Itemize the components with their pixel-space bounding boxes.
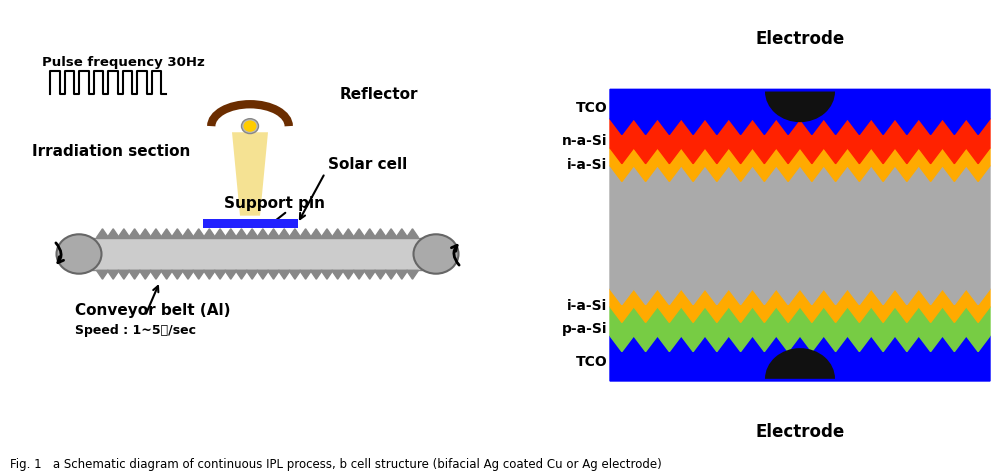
Polygon shape xyxy=(610,119,990,164)
Polygon shape xyxy=(232,132,268,216)
Polygon shape xyxy=(161,229,173,238)
Text: Support pin: Support pin xyxy=(224,196,326,211)
Polygon shape xyxy=(310,270,322,279)
Polygon shape xyxy=(332,270,344,279)
Polygon shape xyxy=(139,270,151,279)
Polygon shape xyxy=(300,270,312,279)
Polygon shape xyxy=(214,229,226,238)
Polygon shape xyxy=(268,229,280,238)
Polygon shape xyxy=(171,270,183,279)
Polygon shape xyxy=(289,229,301,238)
Polygon shape xyxy=(96,229,108,238)
Text: p-a-Si: p-a-Si xyxy=(562,322,608,336)
Polygon shape xyxy=(278,270,290,279)
Polygon shape xyxy=(610,307,990,352)
Text: Solar cell: Solar cell xyxy=(328,157,407,172)
Polygon shape xyxy=(385,270,397,279)
Polygon shape xyxy=(182,229,194,238)
Text: Reflector: Reflector xyxy=(340,87,418,102)
Polygon shape xyxy=(203,229,215,238)
Polygon shape xyxy=(203,270,215,279)
Text: Irradiation section: Irradiation section xyxy=(32,144,191,159)
Polygon shape xyxy=(129,270,141,279)
Text: Conveyor belt (Al): Conveyor belt (Al) xyxy=(75,303,230,318)
Text: i-a-Si: i-a-Si xyxy=(567,298,608,313)
Polygon shape xyxy=(610,89,990,135)
Polygon shape xyxy=(107,229,119,238)
Polygon shape xyxy=(332,229,344,238)
Polygon shape xyxy=(396,270,408,279)
Polygon shape xyxy=(610,336,990,381)
Polygon shape xyxy=(353,270,365,279)
Polygon shape xyxy=(257,270,269,279)
Polygon shape xyxy=(171,229,183,238)
Polygon shape xyxy=(246,229,258,238)
Polygon shape xyxy=(235,229,247,238)
Polygon shape xyxy=(214,270,226,279)
Polygon shape xyxy=(342,229,354,238)
Polygon shape xyxy=(193,270,205,279)
Polygon shape xyxy=(300,229,312,238)
Polygon shape xyxy=(235,270,247,279)
Text: n-Si: n-Si xyxy=(949,228,982,243)
Polygon shape xyxy=(96,270,108,279)
Polygon shape xyxy=(225,229,237,238)
Polygon shape xyxy=(118,229,130,238)
Circle shape xyxy=(56,234,102,274)
Polygon shape xyxy=(257,229,269,238)
Circle shape xyxy=(244,120,256,132)
Polygon shape xyxy=(610,148,990,181)
Circle shape xyxy=(414,234,458,274)
Polygon shape xyxy=(610,289,990,322)
Polygon shape xyxy=(107,270,119,279)
Polygon shape xyxy=(407,270,418,279)
Polygon shape xyxy=(150,229,162,238)
Wedge shape xyxy=(765,348,835,379)
Polygon shape xyxy=(364,229,376,238)
Text: Electrode: Electrode xyxy=(755,30,845,48)
Polygon shape xyxy=(139,229,151,238)
Polygon shape xyxy=(246,270,258,279)
Bar xyxy=(202,219,298,228)
Bar xyxy=(80,238,435,270)
Polygon shape xyxy=(610,166,990,305)
Polygon shape xyxy=(278,229,290,238)
Polygon shape xyxy=(321,229,333,238)
Text: Speed : 1~5㎝/sec: Speed : 1~5㎝/sec xyxy=(75,324,196,337)
Polygon shape xyxy=(321,270,333,279)
Wedge shape xyxy=(765,91,835,122)
Polygon shape xyxy=(374,229,386,238)
Polygon shape xyxy=(225,270,237,279)
Polygon shape xyxy=(310,229,322,238)
Text: Fig. 1   a Schematic diagram of continuous IPL process, b cell structure (bifaci: Fig. 1 a Schematic diagram of continuous… xyxy=(10,458,662,471)
Polygon shape xyxy=(161,270,173,279)
Text: TCO: TCO xyxy=(576,101,608,115)
Polygon shape xyxy=(289,270,301,279)
Polygon shape xyxy=(396,229,408,238)
Text: n-a-Si: n-a-Si xyxy=(562,134,608,148)
Polygon shape xyxy=(385,229,397,238)
Text: Electrode: Electrode xyxy=(755,423,845,441)
Polygon shape xyxy=(193,229,205,238)
Polygon shape xyxy=(268,270,280,279)
Polygon shape xyxy=(182,270,194,279)
Polygon shape xyxy=(118,270,130,279)
Polygon shape xyxy=(407,229,418,238)
Polygon shape xyxy=(364,270,376,279)
Text: TCO: TCO xyxy=(576,356,608,369)
Polygon shape xyxy=(342,270,354,279)
Polygon shape xyxy=(150,270,162,279)
Circle shape xyxy=(242,119,258,134)
Polygon shape xyxy=(374,270,386,279)
Polygon shape xyxy=(353,229,365,238)
Text: i-a-Si: i-a-Si xyxy=(567,158,608,172)
Text: Pulse frequency 30Hz: Pulse frequency 30Hz xyxy=(42,56,205,69)
Polygon shape xyxy=(129,229,141,238)
